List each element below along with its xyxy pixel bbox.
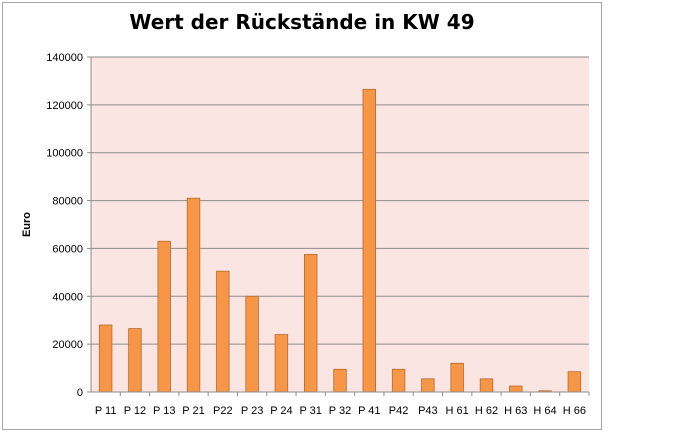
x-tick-label: P 23: [241, 405, 263, 417]
bar: [509, 385, 523, 393]
x-tick-label: P 32: [329, 405, 351, 417]
x-tick-label: H 61: [446, 405, 469, 417]
bars: [98, 88, 582, 393]
y-tick-label: 0: [77, 387, 83, 399]
x-tick-label: H 66: [563, 405, 586, 417]
bar: [450, 362, 464, 393]
x-tick-label: P 41: [358, 405, 380, 417]
x-tick-label: P 13: [153, 405, 175, 417]
bar: [479, 378, 494, 393]
x-tick-label: P22: [213, 405, 233, 417]
y-axis-ticks: 0 20000 40000 60000 80000 100000 120000 140000: [46, 52, 91, 399]
plot-area: [91, 57, 589, 392]
x-tick-label: H 63: [504, 405, 527, 417]
y-tick-label: 80000: [52, 196, 83, 208]
y-tick-label: 140000: [46, 52, 83, 64]
x-tick-label: P43: [418, 405, 438, 417]
bar: [421, 378, 435, 393]
x-tick-label: P 21: [182, 405, 204, 417]
x-tick-label: H 62: [475, 405, 498, 417]
bar: [216, 270, 230, 393]
bar: [186, 197, 201, 393]
bar: [157, 240, 171, 393]
bar: [333, 368, 347, 393]
x-tick-label: P 12: [124, 405, 146, 417]
y-tick-label: 20000: [52, 339, 83, 351]
bar: [362, 88, 376, 393]
chart-title: Wert der Rückstände in KW 49: [129, 10, 475, 34]
y-tick-label: 40000: [52, 291, 83, 303]
x-tick-label: P 24: [270, 405, 292, 417]
y-tick-label: 120000: [46, 100, 83, 112]
x-tick-label: H 64: [533, 405, 556, 417]
grid-lines: [91, 56, 589, 345]
bar: [567, 371, 582, 393]
x-tick-label: P 11: [95, 405, 117, 417]
bar: [304, 254, 318, 393]
x-tick-label: P42: [389, 405, 409, 417]
x-tick-label: P 31: [299, 405, 321, 417]
bar: [391, 368, 406, 393]
y-axis-label: Euro: [21, 212, 33, 237]
bar: [274, 334, 289, 393]
y-tick-label: 60000: [52, 243, 83, 255]
y-tick-label: 100000: [46, 148, 83, 160]
bar: [98, 324, 113, 393]
x-axis-ticks: P 11 P 12 P 13 P 21 P22 P 23 P 24 P 31 P 32 P 41 P…: [95, 392, 590, 417]
bar: [245, 295, 259, 393]
bar: [128, 328, 142, 393]
